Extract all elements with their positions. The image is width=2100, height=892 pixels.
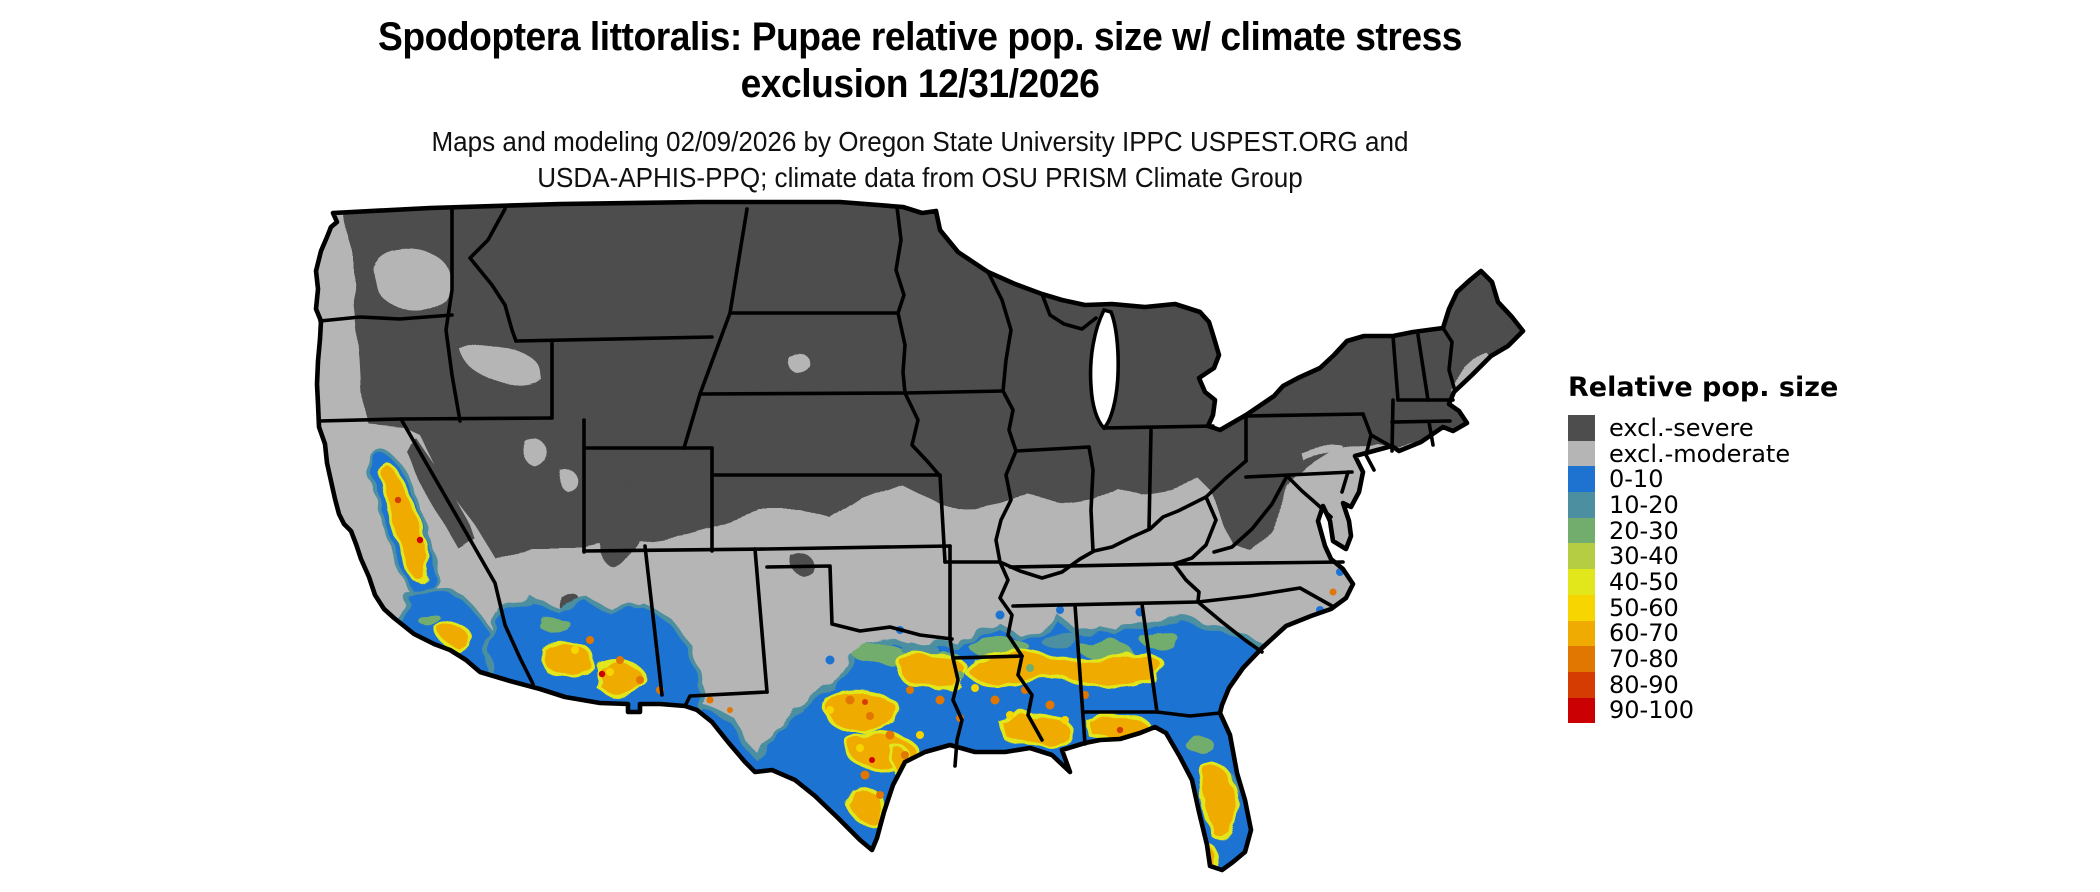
map-subtitle-line1: Maps and modeling 02/09/2026 by Oregon S… [431,126,1409,158]
legend-swatch [1568,697,1595,724]
state-borders [317,205,1457,768]
legend-swatch [1568,646,1595,672]
legend-entry-label: 60-70 [1609,619,1679,648]
legend-entry: excl.-moderate [1568,439,1838,468]
legend-swatch [1568,569,1595,595]
legend-entry-label: 20-30 [1609,516,1679,545]
legend-entry: 80-90 [1568,670,1838,699]
map-title-line2: exclusion 12/31/2026 [740,62,1100,107]
header: Spodoptera littoralis: Pupae relative po… [306,14,1534,196]
legend-swatch [1568,492,1595,518]
legend-entry-label: excl.-moderate [1609,439,1791,468]
legend-entry-label: 10-20 [1609,490,1679,519]
legend-swatch [1568,671,1595,698]
legend-swatch [1568,466,1595,493]
raster-layers [316,202,1523,870]
legend-entry-label: 80-90 [1609,670,1679,699]
legend-entry-label: 70-80 [1609,645,1679,674]
legend-swatch [1568,543,1595,570]
legend-entry: excl.-severe [1568,413,1838,442]
map-title-line1: Spodoptera littoralis: Pupae relative po… [377,15,1463,59]
legend-swatch [1568,517,1595,544]
legend-swatch [1568,620,1595,647]
legend-entry-label: 40-50 [1609,567,1679,596]
legend-swatch [1568,594,1595,621]
legend-entry: 50-60 [1568,593,1838,622]
legend-entry: 40-50 [1568,567,1838,596]
legend-entry: 70-80 [1568,645,1838,674]
legend-entry: 30-40 [1568,542,1838,571]
legend-title: Relative pop. size [1568,372,1839,403]
legend-entry: 0-10 [1568,465,1838,494]
map-subtitle-line2: USDA-APHIS-PPQ; climate data from OSU PR… [537,162,1303,194]
legend-entry-label: 30-40 [1609,542,1679,571]
legend-swatch [1568,415,1595,441]
legend-entry: 20-30 [1568,516,1838,545]
legend-entry-label: excl.-severe [1609,413,1754,442]
legend-entry-label: 0-10 [1609,465,1664,494]
map-subtitle: Maps and modeling 02/09/2026 by Oregon S… [306,124,1534,196]
legend-entry: 90-100 [1568,696,1838,725]
legend-entry: 60-70 [1568,619,1838,648]
legend-entry: 10-20 [1568,490,1838,519]
legend-entry-label: 50-60 [1609,593,1679,622]
legend-entry-label: 90-100 [1609,696,1695,725]
legend-entries: excl.-severe excl.-moderate 0-10 10-20 2… [1568,413,1838,725]
legend: Relative pop. size excl.-severe excl.-mo… [1568,372,1839,725]
legend-swatch [1568,440,1595,467]
